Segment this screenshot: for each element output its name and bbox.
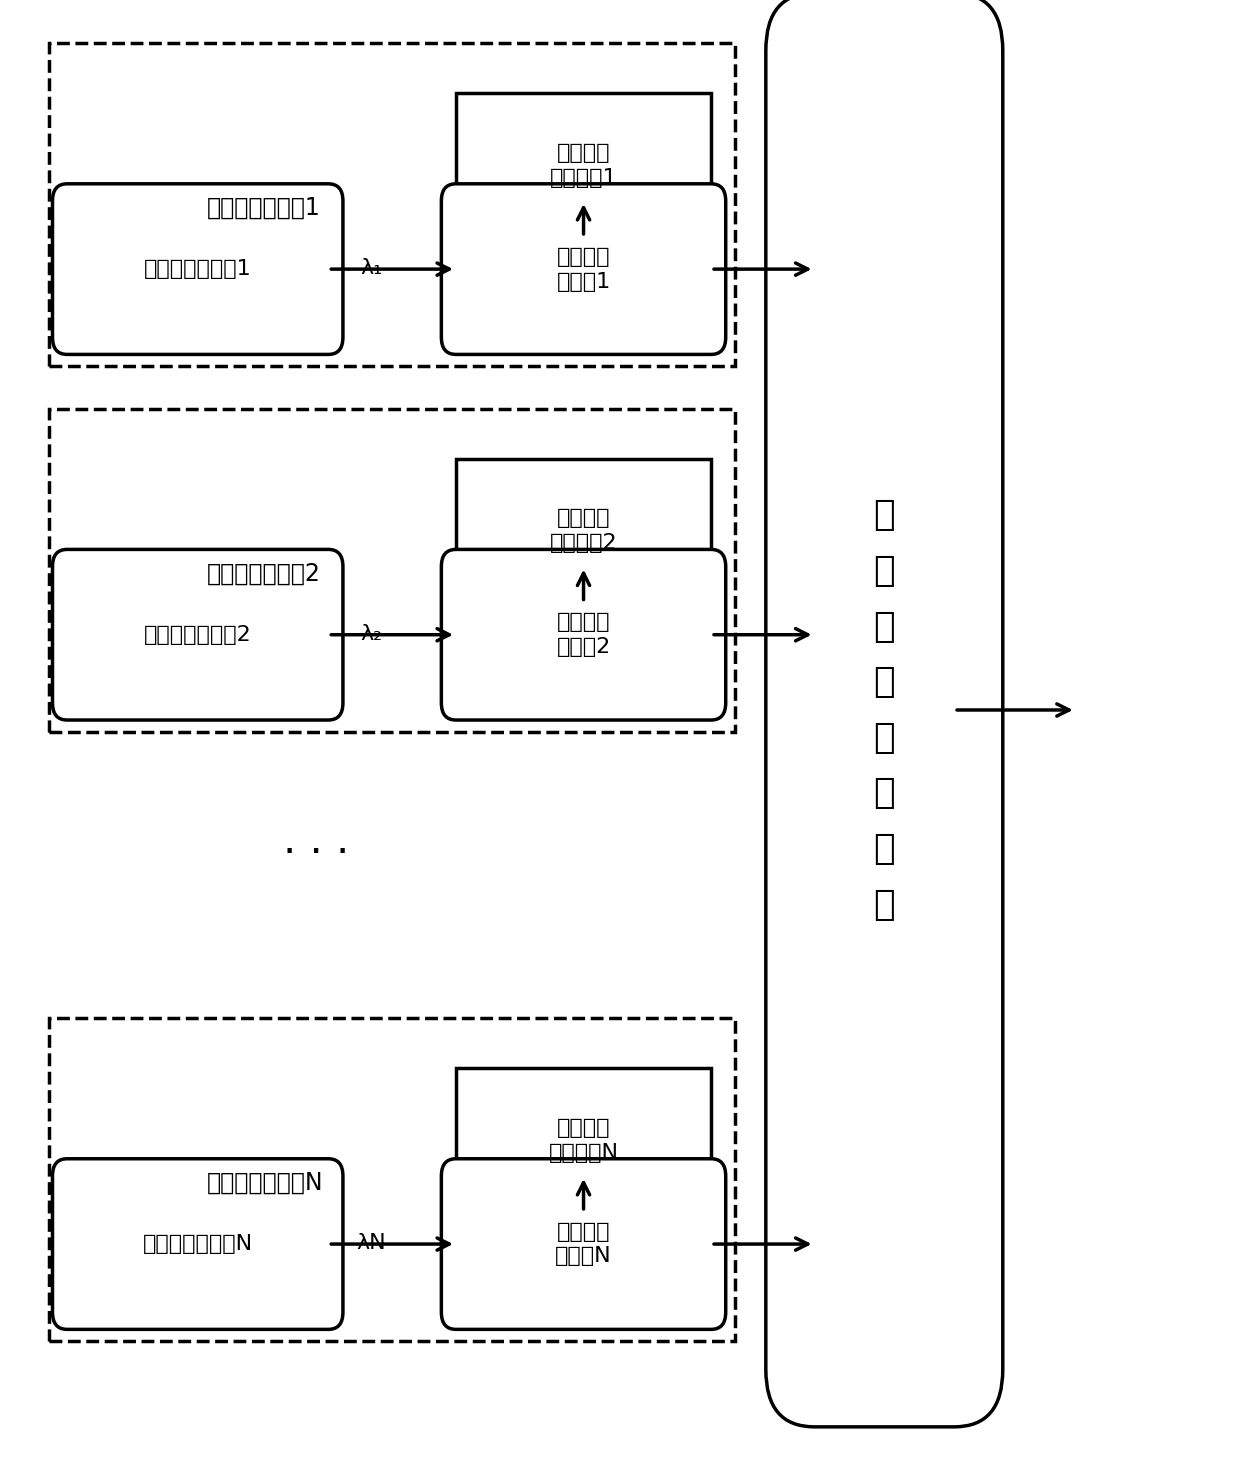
Text: 微扰信号
调制器2: 微扰信号 调制器2 bbox=[557, 613, 610, 657]
Text: 光信号调制模块2: 光信号调制模块2 bbox=[144, 625, 252, 645]
Text: λ₁: λ₁ bbox=[360, 259, 382, 278]
FancyBboxPatch shape bbox=[52, 184, 343, 354]
Bar bbox=[48, 44, 735, 366]
Text: λ₂: λ₂ bbox=[360, 625, 382, 644]
Bar bbox=[456, 459, 711, 603]
Text: λN: λN bbox=[356, 1233, 386, 1254]
Text: 微扰信号
产生装置N: 微扰信号 产生装置N bbox=[548, 1118, 619, 1163]
Text: 微扰信号
调制器1: 微扰信号 调制器1 bbox=[557, 247, 610, 291]
FancyBboxPatch shape bbox=[441, 1159, 725, 1330]
FancyBboxPatch shape bbox=[441, 550, 725, 720]
Text: · · ·: · · · bbox=[283, 832, 350, 875]
Bar bbox=[48, 410, 735, 732]
FancyBboxPatch shape bbox=[441, 184, 725, 354]
Text: 光信号发射装置1: 光信号发射装置1 bbox=[207, 196, 321, 221]
Text: 微扰信号
产生装置1: 微扰信号 产生装置1 bbox=[549, 143, 618, 187]
Text: 光信号调制模块N: 光信号调制模块N bbox=[143, 1235, 253, 1254]
Bar bbox=[48, 1018, 735, 1340]
Text: 光信号调制模块1: 光信号调制模块1 bbox=[144, 259, 252, 279]
Text: 波
分
复
用
光
耦
合
器: 波 分 复 用 光 耦 合 器 bbox=[873, 499, 895, 922]
Text: 光信号发射装置2: 光信号发射装置2 bbox=[207, 562, 321, 585]
FancyBboxPatch shape bbox=[52, 550, 343, 720]
FancyBboxPatch shape bbox=[766, 0, 1003, 1426]
Text: 微扰信号
调制器N: 微扰信号 调制器N bbox=[556, 1222, 611, 1267]
Text: 光信号发射装置N: 光信号发射装置N bbox=[207, 1170, 324, 1195]
Text: 微扰信号
产生装置2: 微扰信号 产生装置2 bbox=[549, 508, 618, 553]
FancyBboxPatch shape bbox=[52, 1159, 343, 1330]
Bar bbox=[456, 1068, 711, 1211]
Bar bbox=[456, 94, 711, 237]
